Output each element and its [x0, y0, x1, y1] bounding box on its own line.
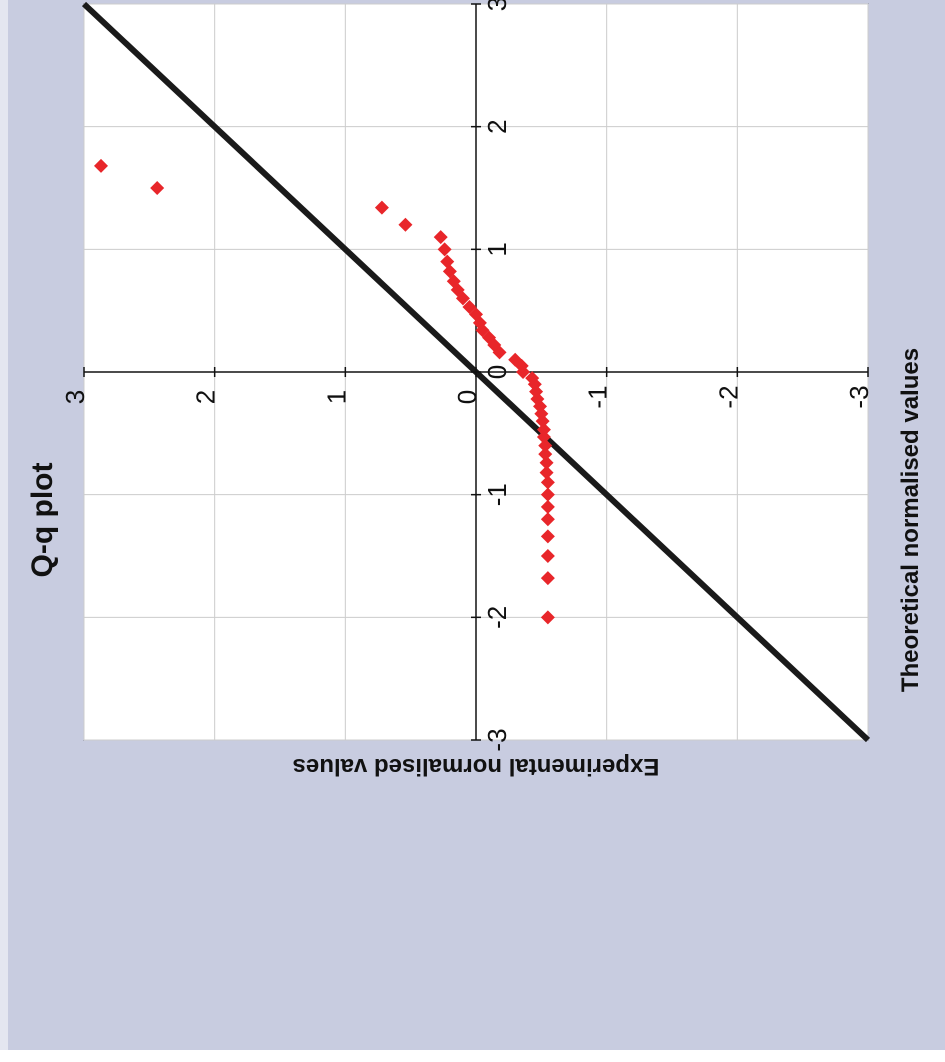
y-tick-label-2: -1	[583, 385, 613, 408]
data-point-9	[539, 455, 554, 470]
data-point-4	[540, 512, 555, 527]
x-axis-title: Theoretical normalised values	[897, 348, 924, 692]
data-point-30	[462, 299, 477, 314]
data-point-37	[433, 230, 448, 245]
y-tick-label-3: 0	[452, 390, 482, 404]
data-point-36	[437, 242, 452, 257]
x-tick-label-2: -1	[482, 483, 512, 506]
data-point-13	[536, 422, 551, 437]
tick-labels: -3 -2 -1 0 1 2 3 -3 -2 -1 0 1 2 3	[60, 0, 874, 752]
data-point-34	[442, 264, 457, 279]
data-point-2	[540, 549, 555, 563]
chart-left-edge	[0, 0, 8, 1050]
x-tick-label-4: 1	[482, 242, 512, 256]
data-point-6	[540, 487, 555, 502]
data-point-38	[398, 217, 413, 232]
data-point-35	[440, 254, 455, 269]
x-tick-label-6: 3	[482, 0, 512, 11]
data-point-3	[540, 529, 555, 544]
y-tick-label-5: 2	[191, 390, 221, 404]
x-tick-label-0: -3	[482, 728, 512, 751]
data-point-7	[540, 475, 555, 490]
y-axis-title: Experimental normalised values	[293, 753, 660, 780]
x-tick-label-1: -2	[482, 606, 512, 629]
chart-title: Q-q plot	[26, 463, 59, 578]
data-point-40	[150, 181, 165, 195]
chart-bottom-border	[0, 1050, 945, 1062]
x-tick-label-5: 2	[482, 119, 512, 133]
data-point-5	[540, 499, 555, 514]
data-point-41	[93, 158, 108, 173]
data-point-0	[540, 610, 555, 625]
y-tick-label-6: 3	[60, 390, 90, 404]
y-tick-label-4: 1	[321, 390, 351, 404]
data-point-20	[525, 371, 540, 386]
data-points	[93, 158, 555, 625]
y-tick-label-1: -2	[713, 385, 743, 408]
data-point-10	[538, 447, 553, 462]
data-point-39	[374, 200, 389, 215]
data-point-1	[540, 571, 555, 586]
data-point-11	[538, 438, 553, 453]
data-point-12	[536, 430, 551, 445]
y-tick-label-0: -3	[844, 385, 874, 408]
data-point-8	[539, 465, 554, 480]
data-point-23	[508, 352, 523, 367]
x-tick-label-3: 0	[482, 365, 512, 379]
